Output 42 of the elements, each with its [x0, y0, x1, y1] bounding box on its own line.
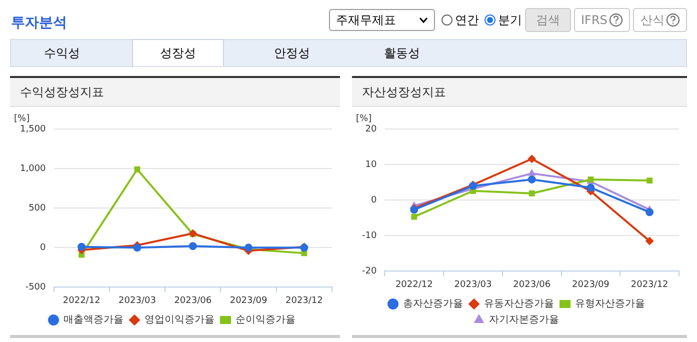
legend-label: 순이익증가율: [236, 314, 296, 326]
legend-label: 유형자산증가율: [575, 298, 645, 310]
y-tick-label: -20: [362, 266, 377, 277]
legend-label: 유동자산증가율: [484, 298, 554, 310]
legend-label: 영업이익증가율: [144, 314, 214, 326]
x-tick-label: 2023/09: [572, 280, 610, 290]
y-tick-label: 10: [365, 160, 377, 170]
x-tick-label: 2023/12: [630, 280, 668, 290]
y-tick-label: -500: [25, 282, 46, 293]
text: IFRS: [574, 8, 630, 32]
text: 주재무제표: [336, 12, 396, 28]
text: 안정성: [273, 45, 311, 62]
y-tick-label: 1,000: [20, 164, 46, 174]
chart-title: 자산성장성지표: [352, 78, 687, 107]
y-tick-label: 0: [40, 242, 46, 253]
text: 검색: [525, 8, 571, 32]
y-axis-title: [%]: [14, 114, 30, 124]
y-tick-label: -10: [362, 230, 377, 241]
y-tick-label: 20: [365, 124, 377, 134]
x-tick-label: 2023/06: [513, 280, 551, 290]
x-tick-label: 2023/06: [174, 296, 212, 306]
legend-label: 총자산증가율: [403, 298, 463, 310]
text: 투자분석: [11, 14, 67, 32]
x-tick-label: 2022/12: [62, 296, 100, 306]
chart-title: 수익성장성지표: [10, 78, 340, 107]
text: 성장성: [132, 39, 224, 66]
text: 분기: [498, 12, 522, 28]
y-tick-label: 0: [370, 195, 377, 206]
y-tick-label: 500: [28, 203, 46, 214]
x-tick-label: 2023/03: [454, 280, 492, 290]
text: 수익성: [43, 45, 81, 62]
x-tick-label: 2023/12: [285, 296, 323, 306]
legend-label: 매출액증가율: [64, 314, 124, 326]
y-tick-label: 1,500: [20, 124, 46, 134]
x-tick-label: 2023/03: [118, 296, 156, 306]
text: 연간: [455, 12, 479, 28]
y-axis-title: [%]: [356, 114, 372, 124]
legend-label: 자기자본증가율: [489, 314, 559, 326]
text: 활동성: [383, 45, 421, 62]
x-tick-label: 2022/12: [395, 280, 433, 290]
text: 산식: [633, 8, 688, 32]
x-tick-label: 2023/09: [230, 296, 268, 306]
